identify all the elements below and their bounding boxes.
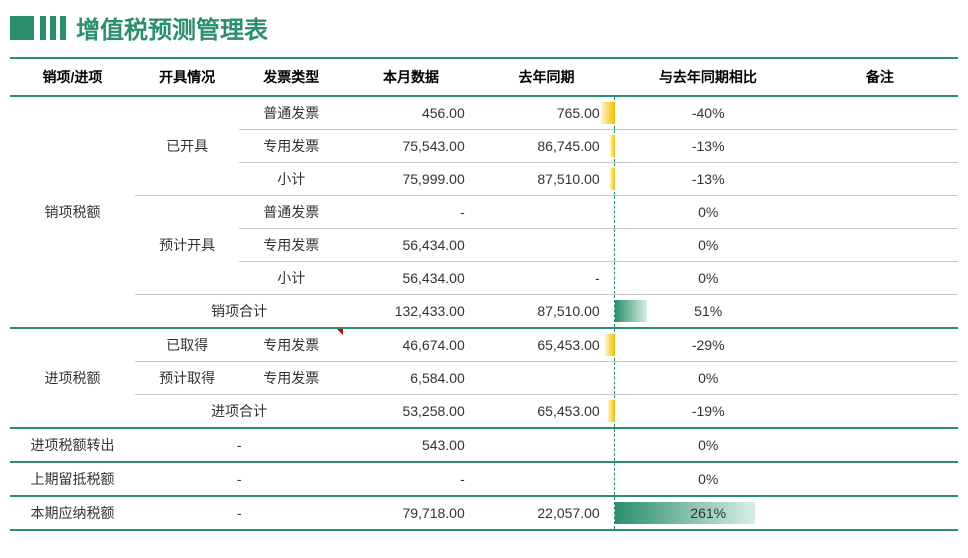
page-title: 增值税预测管理表 xyxy=(76,10,268,45)
th-note: 备注 xyxy=(802,58,958,96)
cell-current: 56,434.00 xyxy=(343,262,478,295)
cell-compare: -13% xyxy=(614,163,802,196)
cell-current: 79,718.00 xyxy=(343,496,478,530)
table-row: 预计取得 专用发票 6,584.00 0% xyxy=(10,362,958,395)
th-compare: 与去年同期相比 xyxy=(614,58,802,96)
cell-previous xyxy=(479,196,614,229)
cell-current: 132,433.00 xyxy=(343,295,478,329)
th-category: 销项/进项 xyxy=(10,58,135,96)
table-row: 进项税额转出 - 543.00 0% xyxy=(10,428,958,462)
table-row: 进项税额 已取得 专用发票 46,674.00 65,453.00 -29% xyxy=(10,328,958,362)
cell-compare: -29% xyxy=(614,328,802,362)
cell-previous: - xyxy=(479,262,614,295)
cell-previous xyxy=(479,229,614,262)
cell-compare: 0% xyxy=(614,229,802,262)
cell-compare: -13% xyxy=(614,130,802,163)
cell-status: 预计取得 xyxy=(135,362,239,395)
th-type: 发票类型 xyxy=(239,58,343,96)
table-row: 上期留抵税额 - - 0% xyxy=(10,462,958,496)
cell-type: 小计 xyxy=(239,262,343,295)
cell-compare: 261% xyxy=(614,496,802,530)
cell-note xyxy=(802,130,958,163)
cell-previous xyxy=(479,462,614,496)
cell-note xyxy=(802,362,958,395)
cell-type: 小计 xyxy=(239,163,343,196)
cell-note xyxy=(802,163,958,196)
cell-current: 53,258.00 xyxy=(343,395,478,429)
cell-note xyxy=(802,428,958,462)
cell-current: - xyxy=(343,196,478,229)
cell-category: 上期留抵税额 xyxy=(10,462,135,496)
th-current: 本月数据 xyxy=(343,58,478,96)
cell-previous: 22,057.00 xyxy=(479,496,614,530)
cell-compare: -19% xyxy=(614,395,802,429)
th-status: 开具情况 xyxy=(135,58,239,96)
cell-total-label: 销项合计 xyxy=(135,295,343,329)
cell-current: 6,584.00 xyxy=(343,362,478,395)
cell-type: 专用发票 xyxy=(239,328,343,362)
cell-status: 预计开具 xyxy=(135,196,239,295)
cell-current: 75,999.00 xyxy=(343,163,478,196)
cell-note xyxy=(802,295,958,329)
cell-note xyxy=(802,96,958,130)
cell-type: 专用发票 xyxy=(239,229,343,262)
cell-status: 已开具 xyxy=(135,96,239,196)
cell-current: 75,543.00 xyxy=(343,130,478,163)
cell-current: 56,434.00 xyxy=(343,229,478,262)
cell-category: 销项税额 xyxy=(10,96,135,328)
cell-note xyxy=(802,196,958,229)
cell-compare: 0% xyxy=(614,428,802,462)
cell-current: - xyxy=(343,462,478,496)
cell-current: 543.00 xyxy=(343,428,478,462)
table-row: 进项合计 53,258.00 65,453.00 -19% xyxy=(10,395,958,429)
cell-type: 专用发票 xyxy=(239,130,343,163)
cell-previous: 765.00 xyxy=(479,96,614,130)
table-row: 销项税额 已开具 普通发票 456.00 765.00 -40% xyxy=(10,96,958,130)
th-previous: 去年同期 xyxy=(479,58,614,96)
cell-compare: 0% xyxy=(614,196,802,229)
cell-previous: 87,510.00 xyxy=(479,163,614,196)
cell-note xyxy=(802,328,958,362)
cell-previous: 87,510.00 xyxy=(479,295,614,329)
cell-type: 普通发票 xyxy=(239,96,343,130)
cell-status: 已取得 xyxy=(135,328,239,362)
cell-compare: -40% xyxy=(614,96,802,130)
cell-dash: - xyxy=(135,428,343,462)
cell-type: 专用发票 xyxy=(239,362,343,395)
table-row: 预计开具 普通发票 - 0% xyxy=(10,196,958,229)
cell-compare: 51% xyxy=(614,295,802,329)
cell-note xyxy=(802,496,958,530)
cell-category: 进项税额转出 xyxy=(10,428,135,462)
table-row: 销项合计 132,433.00 87,510.00 51% xyxy=(10,295,958,329)
cell-compare: 0% xyxy=(614,362,802,395)
title-bar: 增值税预测管理表 xyxy=(10,10,958,45)
title-stripes-icon xyxy=(40,16,66,40)
cell-compare: 0% xyxy=(614,262,802,295)
vat-table: 销项/进项 开具情况 发票类型 本月数据 去年同期 与去年同期相比 备注 销项税… xyxy=(10,57,958,531)
cell-dash: - xyxy=(135,496,343,530)
cell-current: 46,674.00 xyxy=(343,328,478,362)
title-block-icon xyxy=(10,16,34,40)
cell-note xyxy=(802,262,958,295)
cell-category: 本期应纳税额 xyxy=(10,496,135,530)
cell-previous: 65,453.00 xyxy=(479,395,614,429)
cell-note xyxy=(802,395,958,429)
cell-dash: - xyxy=(135,462,343,496)
header-row: 销项/进项 开具情况 发票类型 本月数据 去年同期 与去年同期相比 备注 xyxy=(10,58,958,96)
cell-current: 456.00 xyxy=(343,96,478,130)
cell-previous xyxy=(479,362,614,395)
cell-previous: 65,453.00 xyxy=(479,328,614,362)
cell-compare: 0% xyxy=(614,462,802,496)
cell-category: 进项税额 xyxy=(10,328,135,428)
table-row: 本期应纳税额 - 79,718.00 22,057.00 261% xyxy=(10,496,958,530)
cell-total-label: 进项合计 xyxy=(135,395,343,429)
cell-previous xyxy=(479,428,614,462)
cell-type: 普通发票 xyxy=(239,196,343,229)
cell-note xyxy=(802,229,958,262)
cell-previous: 86,745.00 xyxy=(479,130,614,163)
cell-note xyxy=(802,462,958,496)
